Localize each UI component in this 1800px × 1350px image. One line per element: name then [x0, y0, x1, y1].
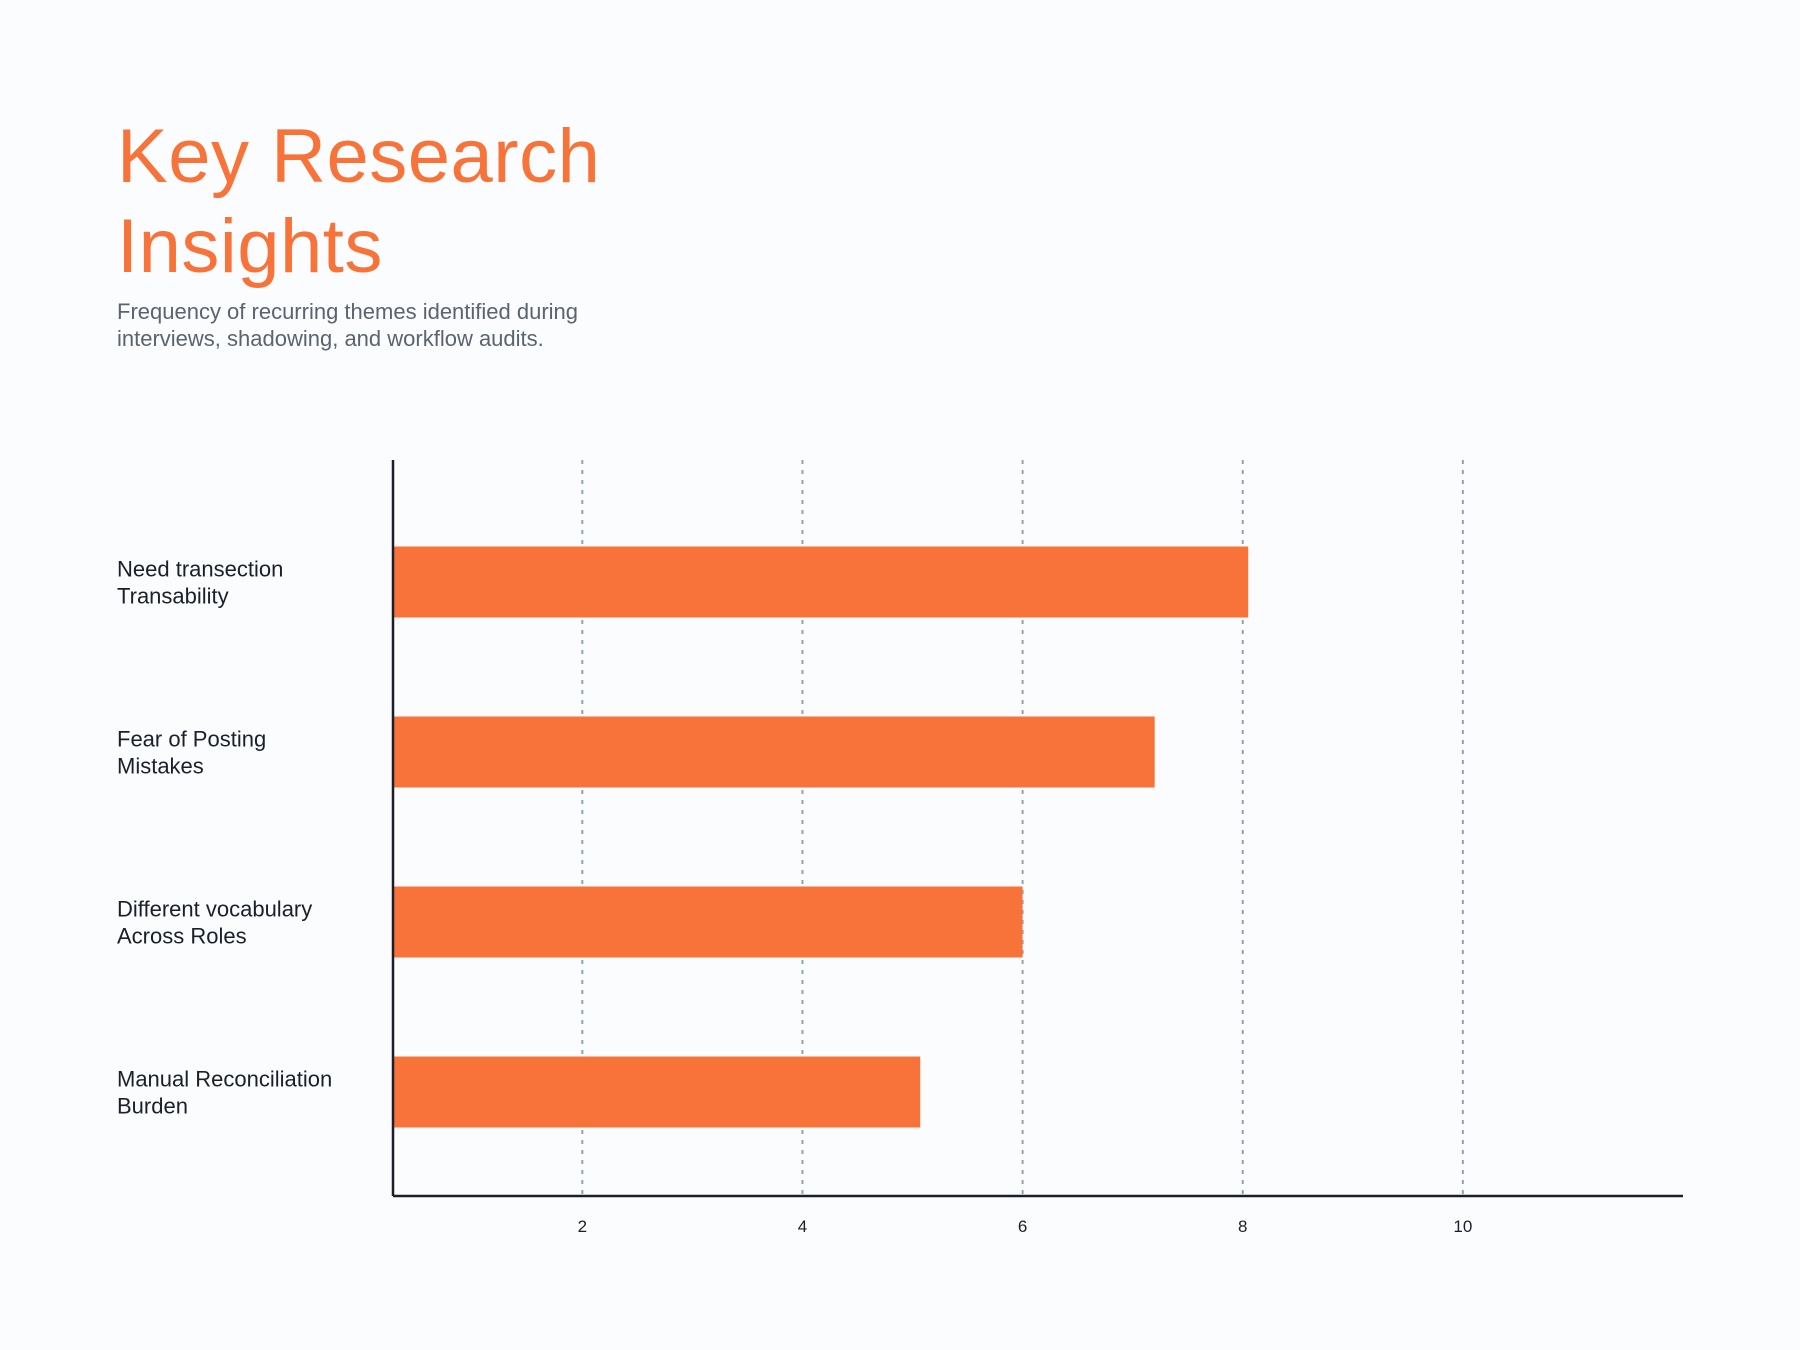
label-layer: 2 4 6 8 10 Need transection Transability Fear o… [117, 557, 1472, 1237]
category-label-line: Burden [117, 1094, 188, 1119]
category-label-line: Need transection [117, 557, 283, 582]
category-label-line: Mistakes [117, 754, 204, 779]
bar [393, 886, 1023, 958]
category-label-line: Transability [117, 584, 229, 609]
category-label: Fear of Posting Mistakes [117, 727, 266, 779]
bar [393, 1056, 921, 1128]
axis-layer [391, 460, 1683, 1198]
category-label: Manual Reconciliation Burden [117, 1067, 332, 1119]
x-tick-label: 8 [1238, 1217, 1247, 1236]
x-tick-label: 6 [1018, 1217, 1027, 1236]
category-label: Different vocabulary Across Roles [117, 897, 312, 949]
bar-layer [393, 546, 1249, 1128]
category-label-line: Different vocabulary [117, 897, 312, 922]
bar [393, 716, 1155, 788]
page-title: Key Research Insights [117, 114, 601, 289]
category-label: Need transection Transability [117, 557, 283, 609]
category-label-line: Across Roles [117, 924, 247, 949]
page-subtitle: Frequency of recurring themes identified… [117, 299, 579, 351]
x-tick-label: 4 [798, 1217, 807, 1236]
category-label-line: Manual Reconciliation [117, 1067, 332, 1092]
x-tick-label: 2 [578, 1217, 587, 1236]
category-label-line: Fear of Posting [117, 727, 266, 752]
bar [393, 546, 1249, 618]
x-tick-label: 10 [1453, 1217, 1472, 1236]
